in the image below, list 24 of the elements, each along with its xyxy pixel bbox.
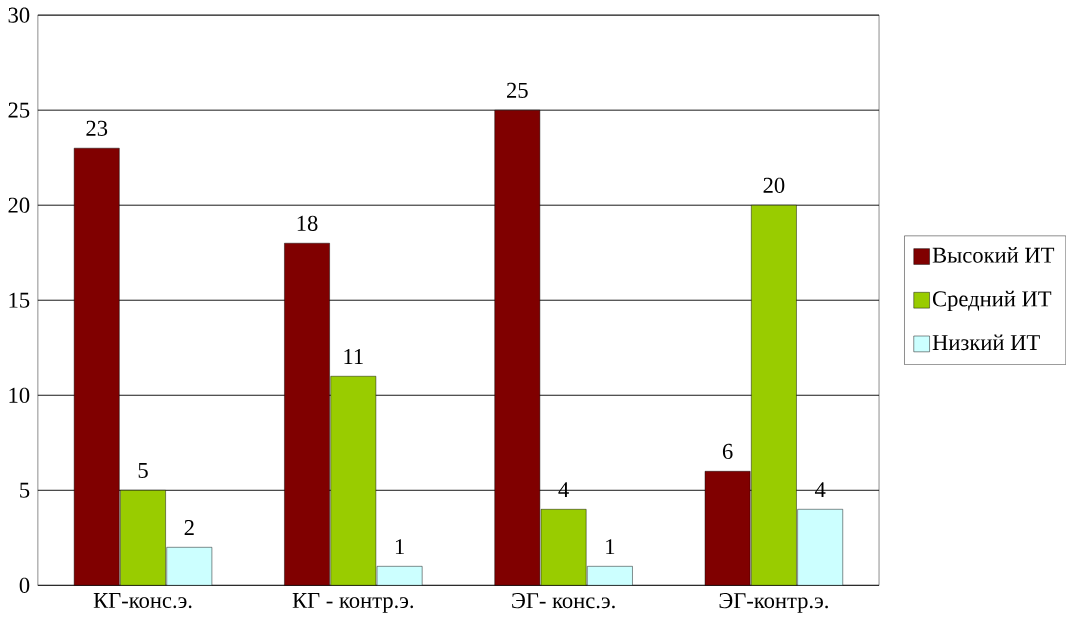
y-tick-label: 15 <box>9 292 30 308</box>
legend-label: Низкий ИТ <box>932 334 1040 350</box>
legend-label: Средний ИТ <box>932 290 1052 311</box>
data-label: 1 <box>395 538 404 554</box>
data-label: 5 <box>138 462 148 478</box>
y-tick-label: 10 <box>9 387 30 403</box>
data-label: 6 <box>722 443 733 459</box>
y-tick-label: 20 <box>8 197 30 213</box>
data-label: 25 <box>507 82 528 98</box>
y-tick-label: 5 <box>20 482 30 498</box>
y-tick-label: 0 <box>19 577 30 593</box>
legend-label: Высокий ИТ <box>932 246 1055 263</box>
x-tick-label: КГ-конс.э. <box>93 592 192 609</box>
data-label: 23 <box>86 120 108 136</box>
y-tick-label: 30 <box>8 7 30 23</box>
data-label: 11 <box>344 348 363 364</box>
x-tick-label: ЭГ-контр.э. <box>719 592 828 613</box>
y-tick-label: 25 <box>8 102 30 118</box>
data-label: 1 <box>606 538 615 554</box>
data-label: 2 <box>184 519 194 535</box>
data-label: 20 <box>763 177 785 193</box>
data-label: 18 <box>297 215 318 231</box>
x-tick-label: ЭГ- конс.э. <box>512 592 615 609</box>
x-tick-label: КГ - контр.э. <box>292 592 414 613</box>
